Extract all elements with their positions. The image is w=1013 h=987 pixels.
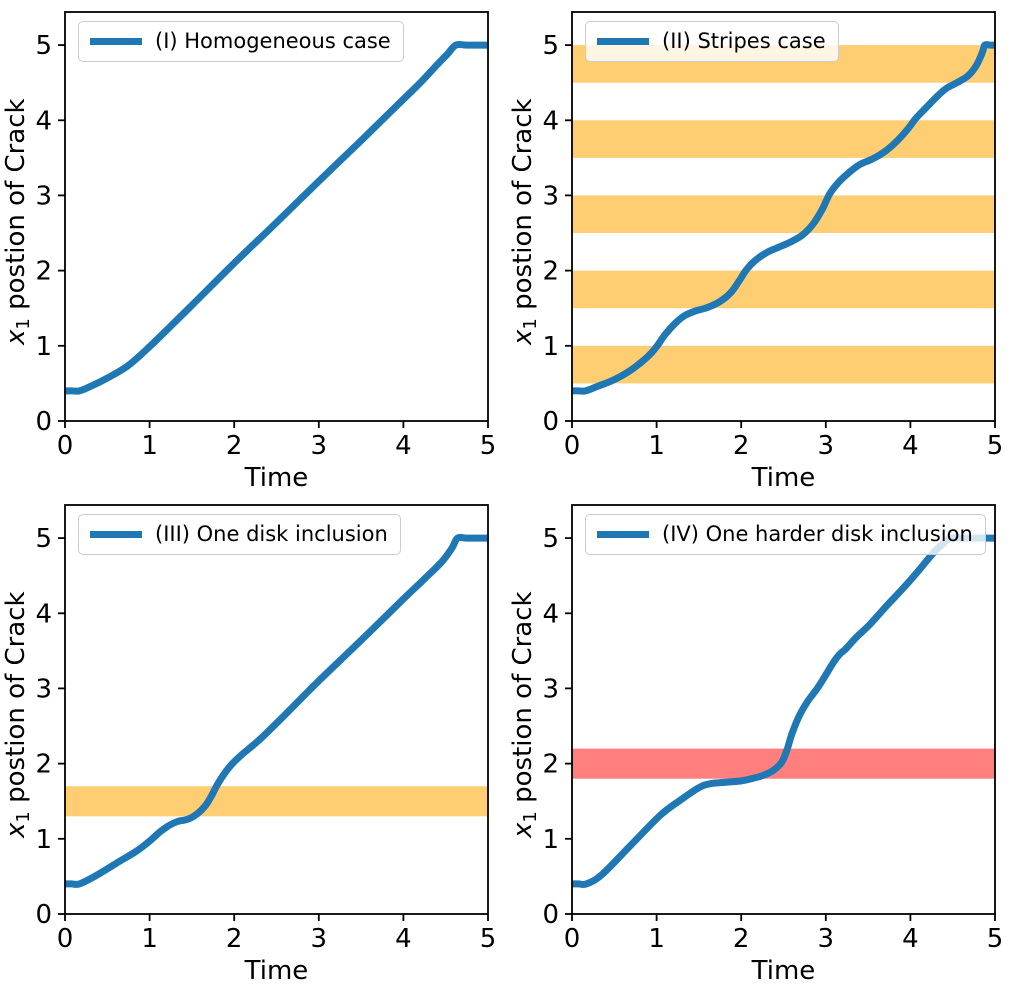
y-tick-label: 2 <box>542 257 559 287</box>
y-axis-label: x1 postion of Crack <box>508 98 541 346</box>
x-axis-label: Time <box>244 463 309 493</box>
y-tick-label: 0 <box>542 407 559 437</box>
panel-harder-disk-inclusion: 0 1 2 3 4 5 0 1 2 3 4 5 Time x1 postion of Crack (IV)… <box>507 493 1013 987</box>
x-axis-label: Time <box>244 956 309 986</box>
y-tick-label: 5 <box>35 31 52 61</box>
y-tick-label: 3 <box>542 674 559 704</box>
y-tick-label: 1 <box>35 825 52 855</box>
x-tick-label: 0 <box>564 431 581 461</box>
x-tick-label: 3 <box>311 431 328 461</box>
y-tick-label: 2 <box>542 750 559 780</box>
legend-homogeneous: (I) Homogeneous case <box>78 21 404 62</box>
panel-one-disk-inclusion: 0 1 2 3 4 5 0 1 2 3 4 5 Time x1 postion of Crack (III… <box>0 493 506 987</box>
y-tick-label: 0 <box>35 900 52 930</box>
y-tick-label: 5 <box>542 31 559 61</box>
plot-one-disk-inclusion: 0 1 2 3 4 5 0 1 2 3 4 5 Time x1 postion of Crack <box>1 504 497 986</box>
x-axis-label: Time <box>751 956 816 986</box>
crack-position-curve <box>64 533 488 888</box>
y-tick-label: 1 <box>35 332 52 362</box>
y-tick-label: 3 <box>542 181 559 211</box>
x-tick-label: 3 <box>818 431 835 461</box>
legend-line-swatch <box>597 37 649 45</box>
x-tick-label: 0 <box>564 924 581 954</box>
x-tick-label: 5 <box>987 431 1004 461</box>
x-tick-label: 4 <box>395 431 412 461</box>
x-tick-label: 2 <box>226 924 243 954</box>
y-axis-label: x1 postion of Crack <box>1 591 34 839</box>
x-tick-label: 0 <box>57 924 74 954</box>
legend-label: (II) Stripes case <box>662 29 826 53</box>
y-tick-label: 4 <box>542 106 559 136</box>
x-tick-label: 5 <box>480 924 497 954</box>
legend-label: (I) Homogeneous case <box>155 29 391 53</box>
y-tick-label: 3 <box>35 674 52 704</box>
axes-frame <box>571 11 996 422</box>
panel-homogeneous: 0 1 2 3 4 5 0 1 2 3 4 5 Time x1 postion of Crack (I) … <box>0 0 506 494</box>
y-axis-label: x1 postion of Crack <box>1 98 34 346</box>
axes-frame <box>64 504 489 915</box>
x-tick-label: 2 <box>733 431 750 461</box>
y-tick-label: 2 <box>35 257 52 287</box>
panel-stripes: 0 1 2 3 4 5 0 1 2 3 4 5 Time x1 postion of Crack (II)… <box>507 0 1013 494</box>
plot-homogeneous-case: 0 1 2 3 4 5 0 1 2 3 4 5 Time x1 postion of Crack <box>1 11 497 493</box>
legend-line-swatch <box>90 37 142 45</box>
x-tick-label: 4 <box>395 924 412 954</box>
x-tick-label: 3 <box>818 924 835 954</box>
crack-position-curve <box>571 534 995 889</box>
y-tick-label: 1 <box>542 825 559 855</box>
axes-frame <box>571 504 996 915</box>
y-tick-label: 4 <box>35 599 52 629</box>
x-axis-label: Time <box>751 463 816 493</box>
legend-line-swatch <box>597 530 649 538</box>
axes-frame <box>64 11 489 422</box>
x-tick-label: 1 <box>141 431 158 461</box>
y-tick-label: 4 <box>542 599 559 629</box>
x-tick-label: 0 <box>57 431 74 461</box>
legend-harder-disk: (IV) One harder disk inclusion <box>585 514 986 555</box>
highlight-band <box>572 270 995 309</box>
x-tick-label: 3 <box>311 924 328 954</box>
crack-position-curve <box>64 40 488 395</box>
y-tick-label: 0 <box>35 407 52 437</box>
x-tick-label: 1 <box>141 924 158 954</box>
x-tick-label: 5 <box>480 431 497 461</box>
x-tick-label: 2 <box>226 431 243 461</box>
legend-one-disk: (III) One disk inclusion <box>78 514 401 555</box>
y-tick-label: 2 <box>35 750 52 780</box>
y-tick-label: 1 <box>542 332 559 362</box>
highlight-band <box>65 786 488 817</box>
x-tick-label: 4 <box>902 431 919 461</box>
legend-label: (III) One disk inclusion <box>155 522 388 546</box>
highlight-band <box>572 195 995 233</box>
legend-stripes: (II) Stripes case <box>585 21 839 62</box>
y-tick-label: 5 <box>35 524 52 554</box>
y-tick-label: 4 <box>35 106 52 136</box>
legend-line-swatch <box>90 530 142 538</box>
x-tick-label: 4 <box>902 924 919 954</box>
y-axis-label: x1 postion of Crack <box>508 591 541 839</box>
x-tick-label: 2 <box>733 924 750 954</box>
y-tick-label: 3 <box>35 181 52 211</box>
crack-position-curve <box>571 41 995 395</box>
plot-harder-disk-inclusion: 0 1 2 3 4 5 0 1 2 3 4 5 Time x1 postion of Crack <box>508 504 1004 986</box>
x-tick-label: 5 <box>987 924 1004 954</box>
legend-label: (IV) One harder disk inclusion <box>662 522 973 546</box>
plot-stripes-case: 0 1 2 3 4 5 0 1 2 3 4 5 Time x1 postion of Crack <box>508 11 1004 493</box>
y-tick-label: 0 <box>542 900 559 930</box>
y-tick-label: 5 <box>542 524 559 554</box>
x-tick-label: 1 <box>648 924 665 954</box>
x-tick-label: 1 <box>648 431 665 461</box>
highlight-band <box>572 120 995 158</box>
